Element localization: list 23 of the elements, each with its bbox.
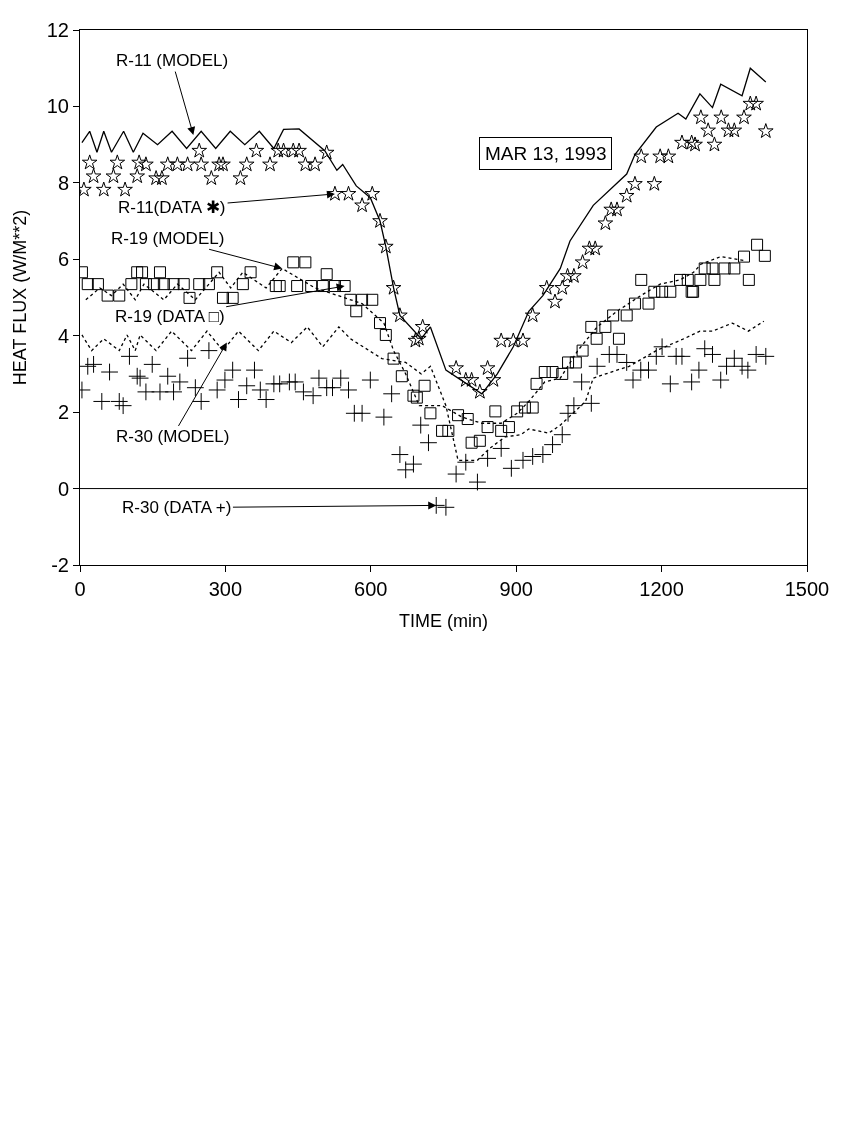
annotation: R-19 (DATA □) — [115, 307, 225, 326]
y-tick-label: 10 — [46, 95, 69, 118]
annotation: R-30 (MODEL) — [116, 427, 230, 446]
x-tick-label: 1200 — [639, 578, 684, 600]
annotation: R-11 (MODEL) — [116, 51, 229, 70]
annotation: R-11(DATA ✱) — [118, 198, 226, 217]
x-axis-title: TIME (min) — [399, 611, 488, 632]
x-tick-label: 0 — [74, 578, 86, 600]
annotation: R-30 (DATA +) — [122, 498, 232, 517]
y-tick-label: 2 — [57, 401, 69, 424]
x-tick-label: 600 — [354, 578, 388, 600]
y-tick-label: 12 — [46, 19, 69, 41]
y-tick-label: 0 — [57, 477, 69, 500]
y-tick-label: 8 — [57, 171, 69, 194]
y-axis-title: HEAT FLUX (W/M**2) — [9, 209, 30, 386]
x-tick-label: 1500 — [784, 578, 830, 600]
y-tick-label: 6 — [57, 248, 69, 271]
x-tick-label: 300 — [208, 578, 243, 600]
annotation: MAR 13, 1993 — [485, 143, 607, 164]
y-tick-label: 4 — [57, 324, 69, 347]
x-tick-label: 900 — [499, 578, 533, 600]
y-tick-label: -2 — [51, 554, 69, 576]
annotation: R-19 (MODEL) — [111, 229, 225, 248]
